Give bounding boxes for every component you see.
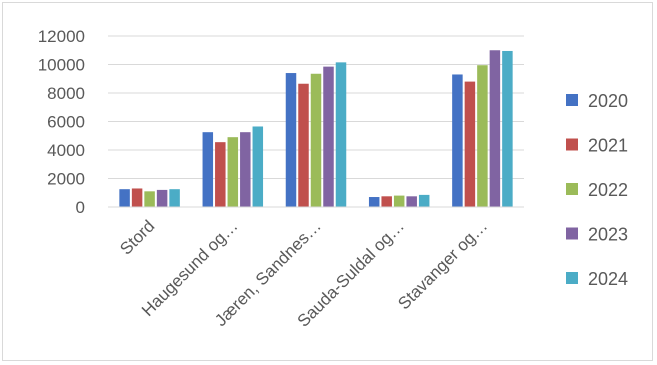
legend-label: 2023	[588, 225, 628, 245]
bar-2021-2	[298, 83, 309, 207]
legend-swatch-2020	[566, 94, 578, 106]
legend: 2020 2021 2022 2023 2024	[566, 91, 628, 289]
y-tick-label: 12000	[38, 27, 85, 46]
legend-label: 2020	[588, 91, 628, 111]
bar-2022-4	[477, 65, 488, 208]
bar-2024-2	[335, 62, 347, 207]
bar-2020-0	[119, 189, 130, 207]
bar-2020-1	[202, 132, 214, 207]
y-tick-label: 6000	[47, 113, 85, 132]
y-tick-label: 8000	[47, 84, 85, 103]
bar-2023-1	[240, 132, 251, 207]
bar-2024-4	[502, 50, 513, 208]
bar-2022-2	[310, 73, 322, 207]
legend-swatch-2022	[566, 183, 578, 195]
bar-2022-1	[227, 137, 239, 207]
bar-2023-4	[489, 50, 501, 207]
bar-2021-4	[464, 81, 476, 207]
bar-2021-1	[215, 142, 226, 207]
bar-2021-3	[381, 196, 392, 207]
bar-2021-0	[131, 188, 143, 207]
bars	[119, 50, 513, 208]
legend-swatch-2021	[566, 138, 578, 151]
legend-label: 2024	[588, 269, 628, 289]
category-label: Stord	[116, 216, 158, 258]
y-tick-label: 2000	[47, 170, 85, 189]
bar-2024-3	[418, 194, 430, 207]
category-label: Stavanger og…	[394, 216, 491, 313]
legend-label: 2021	[588, 136, 628, 156]
bar-2023-2	[323, 66, 334, 207]
y-tick-label: 4000	[47, 141, 85, 160]
legend-swatch-2024	[566, 272, 578, 284]
y-tick-label: 0	[76, 198, 85, 217]
y-axis-tick-labels: 0 2000 4000 6000 8000 10000 12000	[38, 27, 85, 217]
bar-2024-1	[252, 126, 264, 207]
y-tick-label: 10000	[38, 56, 85, 75]
bar-2020-2	[285, 73, 297, 207]
legend-label: 2022	[588, 180, 628, 200]
bar-2023-3	[406, 196, 417, 207]
bar-2020-3	[368, 197, 380, 207]
legend-swatch-2023	[566, 227, 578, 240]
bar-2022-0	[144, 191, 155, 207]
bar-2020-4	[452, 74, 463, 207]
bar-2023-0	[156, 189, 168, 207]
bar-2024-0	[169, 189, 180, 207]
bar-2022-3	[393, 195, 405, 207]
